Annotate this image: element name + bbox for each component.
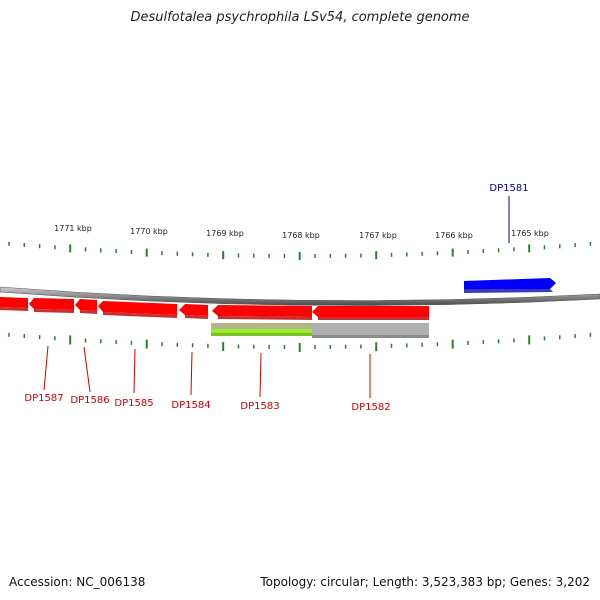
- ruler-label: 1770 kbp: [130, 227, 168, 236]
- ruler-labels: 1771 kbp 1770 kbp 1769 kbp 1768 kbp 1767…: [54, 224, 549, 240]
- gene-label[interactable]: DP1582: [351, 402, 390, 413]
- tick-row-top: [8, 241, 592, 260]
- gene-dp1585[interactable]: [75, 299, 97, 314]
- ruler-label: 1765 kbp: [511, 229, 549, 238]
- gene-label[interactable]: DP1581: [489, 183, 528, 194]
- topology-text: Topology: circular; Length: 3,523,383 bp…: [260, 575, 590, 589]
- ruler-label: 1769 kbp: [206, 229, 244, 238]
- gene-dp1581[interactable]: [464, 278, 556, 293]
- genome-backbone: [0, 286, 600, 306]
- gene-label[interactable]: DP1587: [24, 393, 63, 404]
- gene-label[interactable]: DP1584: [171, 400, 210, 411]
- ruler-label: 1766 kbp: [435, 231, 473, 240]
- gene-dp1587[interactable]: [0, 297, 28, 311]
- gene-labels: DP1581 DP1582 DP1583 DP1584 DP1585 DP158…: [24, 183, 528, 413]
- gene-label[interactable]: DP1586: [70, 395, 109, 406]
- tick-row-bottom: [8, 332, 592, 352]
- feature-track: [211, 323, 429, 338]
- gene-dp1583[interactable]: [179, 304, 208, 319]
- gene-dp1584[interactable]: [98, 301, 177, 318]
- ruler-label: 1771 kbp: [54, 224, 92, 233]
- ruler-label: 1767 kbp: [359, 231, 397, 240]
- accession-text: Accession: NC_006138: [9, 575, 146, 589]
- gene-dp1586[interactable]: [29, 298, 74, 313]
- genome-title: Desulfotalea psychrophila LSv54, complet…: [130, 10, 470, 25]
- ruler-label: 1768 kbp: [282, 231, 320, 240]
- gene-dp1582[interactable]: [212, 305, 429, 320]
- gene-label[interactable]: DP1583: [240, 401, 279, 412]
- gene-label[interactable]: DP1585: [114, 398, 153, 409]
- label-leaders: [43, 196, 510, 398]
